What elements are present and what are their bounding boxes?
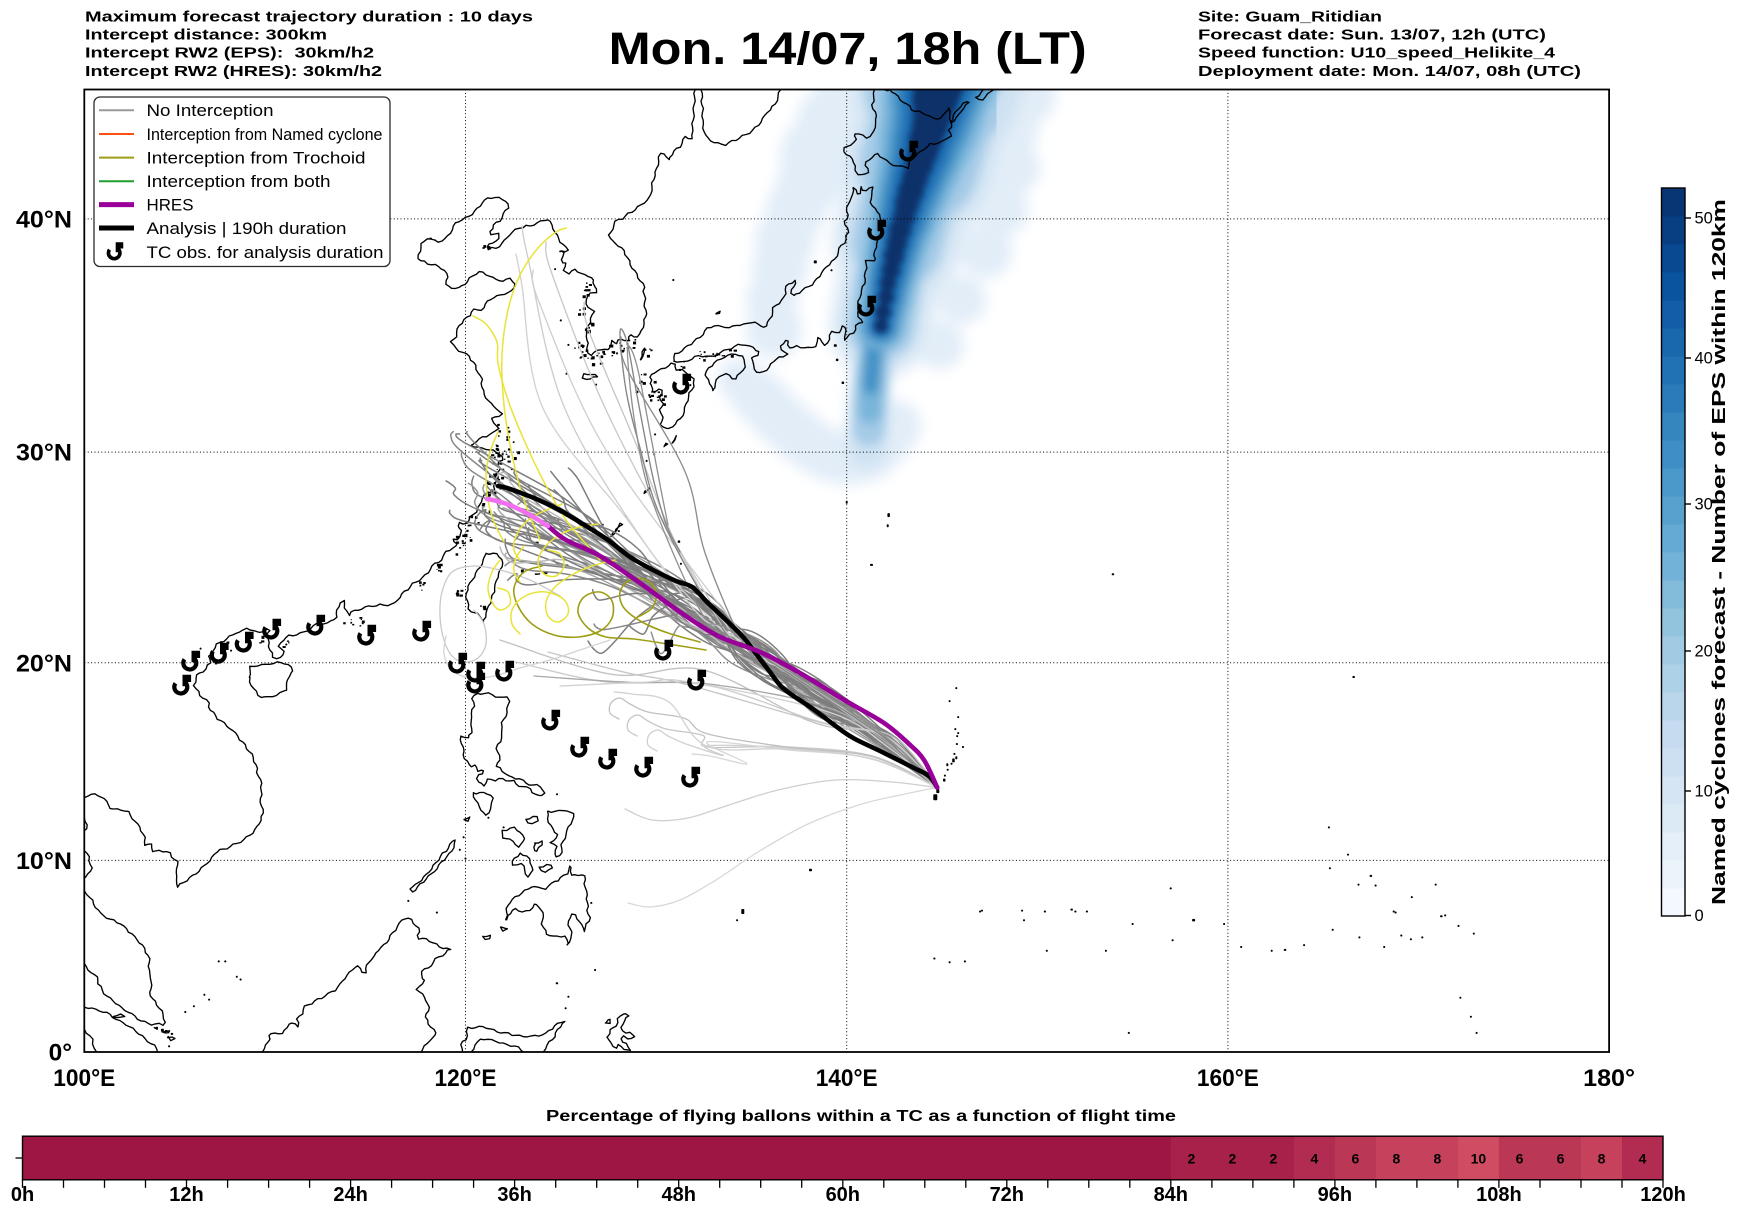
svg-text:120°E: 120°E <box>435 1065 497 1092</box>
svg-text:Analysis | 190h duration: Analysis | 190h duration <box>147 219 347 238</box>
svg-text:40°N: 40°N <box>16 206 72 233</box>
svg-text:8: 8 <box>1434 1151 1442 1167</box>
svg-text:6: 6 <box>1516 1151 1524 1167</box>
svg-text:72h: 72h <box>990 1184 1024 1206</box>
svg-text:Deployment date: Mon. 14/07, 0: Deployment date: Mon. 14/07, 08h (UTC) <box>1198 63 1581 80</box>
svg-text:0: 0 <box>1695 907 1704 925</box>
svg-text:50: 50 <box>1695 210 1713 228</box>
svg-text:8: 8 <box>1598 1151 1606 1167</box>
svg-text:30: 30 <box>1695 496 1713 514</box>
svg-text:Intercept distance: 300km: Intercept distance: 300km <box>85 27 327 44</box>
svg-text:60h: 60h <box>826 1184 860 1206</box>
svg-text:30°N: 30°N <box>16 440 72 467</box>
svg-text:Maximum forecast trajectory du: Maximum forecast trajectory duration : 1… <box>85 9 533 26</box>
svg-text:Intercept RW2 (EPS): 30km/h2: Intercept RW2 (EPS): 30km/h2 <box>85 45 374 62</box>
svg-text:TC obs. for analysis duration: TC obs. for analysis duration <box>147 243 384 262</box>
svg-text:8: 8 <box>1393 1151 1401 1167</box>
svg-text:36h: 36h <box>497 1184 531 1206</box>
svg-text:Interception from Named cyclon: Interception from Named cyclone <box>147 125 383 144</box>
svg-text:Interception from Trochoid: Interception from Trochoid <box>147 148 366 167</box>
svg-text:100°E: 100°E <box>53 1065 115 1092</box>
svg-text:Forecast date: Sun. 13/07, 12h: Forecast date: Sun. 13/07, 12h (UTC) <box>1198 27 1546 44</box>
svg-text:40: 40 <box>1695 350 1713 368</box>
svg-text:0h: 0h <box>11 1184 34 1206</box>
svg-text:48h: 48h <box>661 1184 695 1206</box>
svg-text:6: 6 <box>1557 1151 1565 1167</box>
svg-text:4: 4 <box>1639 1151 1647 1167</box>
svg-text:96h: 96h <box>1318 1184 1352 1206</box>
svg-text:108h: 108h <box>1476 1184 1522 1206</box>
svg-text:10: 10 <box>1695 783 1713 801</box>
svg-text:24h: 24h <box>333 1184 367 1206</box>
svg-text:Intercept RW2 (HRES): 30km/h2: Intercept RW2 (HRES): 30km/h2 <box>85 63 382 80</box>
svg-text:6: 6 <box>1352 1151 1360 1167</box>
svg-text:2: 2 <box>1270 1151 1278 1167</box>
svg-text:Interception from both: Interception from both <box>147 172 331 191</box>
svg-text:2: 2 <box>1229 1151 1237 1167</box>
svg-text:Named cyclones forecast - Numb: Named cyclones forecast - Number of EPS … <box>1708 199 1729 905</box>
svg-text:10°N: 10°N <box>16 848 72 875</box>
svg-text:0°: 0° <box>49 1040 72 1067</box>
svg-text:10: 10 <box>1471 1151 1487 1167</box>
svg-text:120h: 120h <box>1640 1184 1686 1206</box>
svg-text:12h: 12h <box>169 1184 203 1206</box>
svg-text:Site: Guam_Ritidian: Site: Guam_Ritidian <box>1198 9 1382 26</box>
svg-text:140°E: 140°E <box>816 1065 878 1092</box>
svg-text:HRES: HRES <box>147 195 194 214</box>
svg-text:Mon. 14/07, 18h (LT): Mon. 14/07, 18h (LT) <box>609 23 1087 74</box>
svg-text:20°N: 20°N <box>16 650 72 677</box>
svg-text:84h: 84h <box>1154 1184 1188 1206</box>
svg-text:160°E: 160°E <box>1197 1065 1259 1092</box>
svg-text:Speed function: U10_speed_Heli: Speed function: U10_speed_Helikite_4 <box>1198 45 1556 62</box>
svg-text:20: 20 <box>1695 643 1713 661</box>
svg-text:180°: 180° <box>1583 1065 1635 1092</box>
svg-text:No Interception: No Interception <box>147 101 274 120</box>
svg-text:4: 4 <box>1311 1151 1319 1167</box>
svg-text:Percentage of flying ballons w: Percentage of flying ballons within a TC… <box>546 1108 1176 1125</box>
svg-text:2: 2 <box>1188 1151 1196 1167</box>
